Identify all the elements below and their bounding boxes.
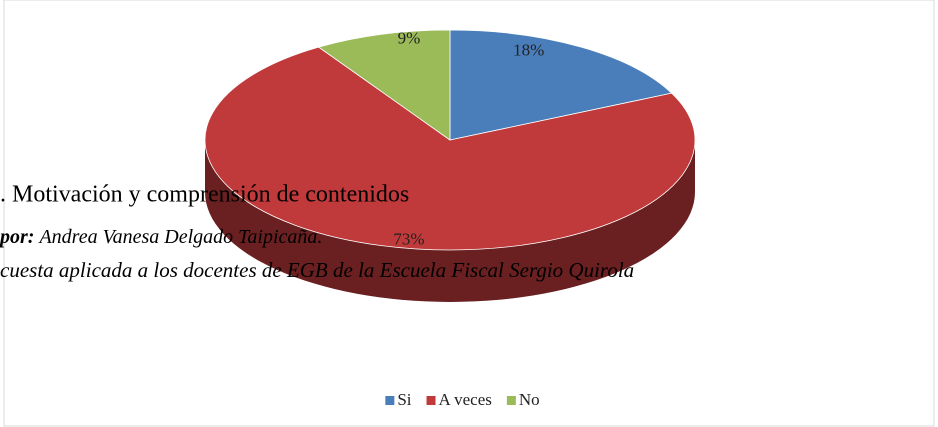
legend-swatch (385, 396, 395, 405)
data-label: 18% (513, 41, 544, 60)
caption: . Motivación y comprensión de contenidos (0, 182, 409, 208)
data-label: 9% (398, 29, 421, 48)
author-prefix: por: (0, 226, 34, 248)
data-label: 73% (393, 229, 424, 248)
author-line: por: Andrea Vanesa Delgado Taipicaña. (0, 226, 322, 248)
legend-label: A veces (439, 390, 492, 409)
pie (204, 29, 696, 302)
legend-swatch (426, 396, 436, 405)
labels: 18% 73% 9% (393, 29, 544, 249)
source: cuesta aplicada a los docentes de EGB de… (0, 258, 634, 282)
legend: Si A veces No (385, 390, 540, 409)
legend-swatch (506, 396, 516, 405)
slice (317, 29, 451, 141)
author: Andrea Vanesa Delgado Taipicaña. (37, 226, 322, 248)
legend-label: No (519, 390, 540, 409)
legend-label: Si (397, 390, 411, 409)
slice (449, 29, 673, 141)
slice-side (205, 140, 695, 302)
slice (204, 46, 696, 251)
